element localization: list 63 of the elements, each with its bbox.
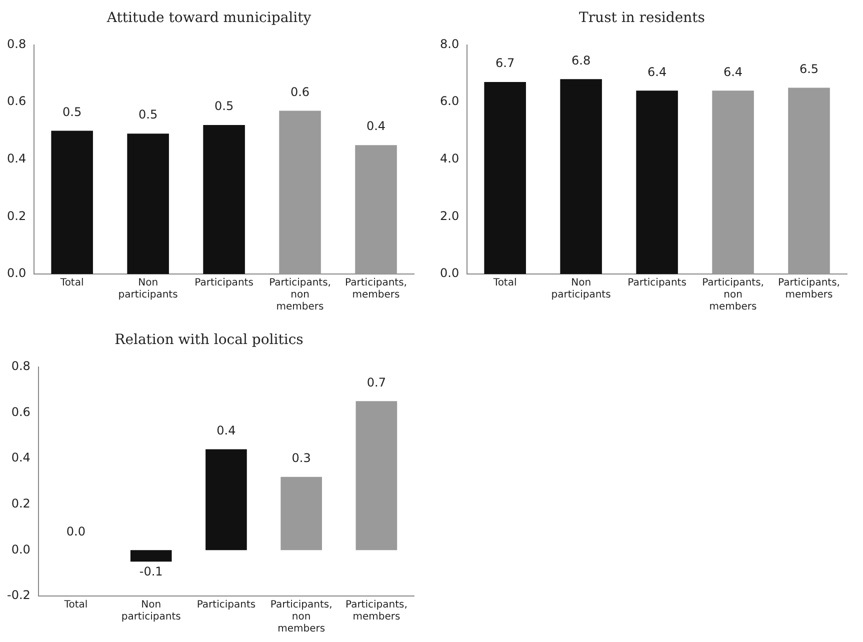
x-tick-label: Participants, non members xyxy=(269,278,331,313)
y-tick-label: 2.0 xyxy=(440,208,460,223)
x-tick-label: Participants, non members xyxy=(270,600,332,635)
chart-title: Attitude toward municipality xyxy=(106,10,312,26)
bar xyxy=(712,90,754,274)
x-tick-label: Total xyxy=(59,278,84,289)
bar xyxy=(130,550,172,562)
y-tick-label: 0.0 xyxy=(6,266,26,280)
x-tick-label: Participants, members xyxy=(778,278,840,301)
bar xyxy=(788,88,830,274)
bar xyxy=(560,79,602,274)
x-tick-label: Participants xyxy=(196,600,256,611)
data-label: 0.5 xyxy=(214,99,234,114)
data-label: 0.4 xyxy=(366,119,386,134)
x-tick-label: Non participants xyxy=(118,278,178,301)
y-tick-label: 6.0 xyxy=(440,94,460,108)
bar xyxy=(636,90,678,274)
data-label: 0.4 xyxy=(216,423,236,438)
bar xyxy=(280,476,322,550)
x-tick-label: Participants, members xyxy=(345,600,408,623)
bar xyxy=(51,130,93,274)
bar xyxy=(279,110,321,274)
data-label: 6.5 xyxy=(799,62,819,76)
data-label: 0.3 xyxy=(292,450,311,465)
chart-title: Relation with local politics xyxy=(114,332,304,348)
data-label: 6.4 xyxy=(723,64,743,79)
data-label: 0.0 xyxy=(66,524,86,538)
data-label: 6.4 xyxy=(647,64,667,79)
y-tick-label: 0.6 xyxy=(6,94,26,108)
y-tick-label: 0.2 xyxy=(6,208,26,223)
y-tick-label: 0.0 xyxy=(440,266,460,280)
bar xyxy=(484,82,526,274)
bar xyxy=(355,145,397,274)
data-label: 0.7 xyxy=(366,375,386,390)
chart-title: Trust in residents xyxy=(579,10,705,26)
x-tick-label: Participants, non members xyxy=(702,278,764,313)
data-label: 0.5 xyxy=(138,108,158,122)
x-tick-label: Non participants xyxy=(551,278,611,301)
x-tick-label: Participants, members xyxy=(345,278,407,301)
x-tick-label: Participants xyxy=(628,278,686,289)
x-tick-label: Total xyxy=(63,600,88,611)
bar xyxy=(206,449,247,550)
data-label: 0.5 xyxy=(62,104,82,119)
y-tick-label: 8.0 xyxy=(440,36,460,51)
data-label: 6.7 xyxy=(496,56,515,70)
y-tick-label: 0.8 xyxy=(6,36,26,51)
y-tick-label: 4.0 xyxy=(440,152,460,166)
y-tick-label: 0.8 xyxy=(11,358,30,373)
y-tick-label: -0.2 xyxy=(6,588,30,602)
y-tick-label: 0.4 xyxy=(11,450,30,465)
y-tick-label: 0.0 xyxy=(11,542,30,556)
x-tick-label: Participants xyxy=(194,278,254,289)
x-tick-label: Total xyxy=(492,278,517,289)
y-tick-label: 0.4 xyxy=(6,152,26,166)
data-label: 6.8 xyxy=(572,53,591,68)
data-label: -0.1 xyxy=(139,564,163,579)
y-tick-label: 0.2 xyxy=(11,496,30,510)
bar xyxy=(127,134,169,274)
x-tick-label: Non participants xyxy=(121,600,181,623)
bar xyxy=(356,401,398,550)
data-label: 0.6 xyxy=(290,84,310,99)
y-tick-label: 0.6 xyxy=(11,404,30,419)
bar xyxy=(203,125,245,274)
